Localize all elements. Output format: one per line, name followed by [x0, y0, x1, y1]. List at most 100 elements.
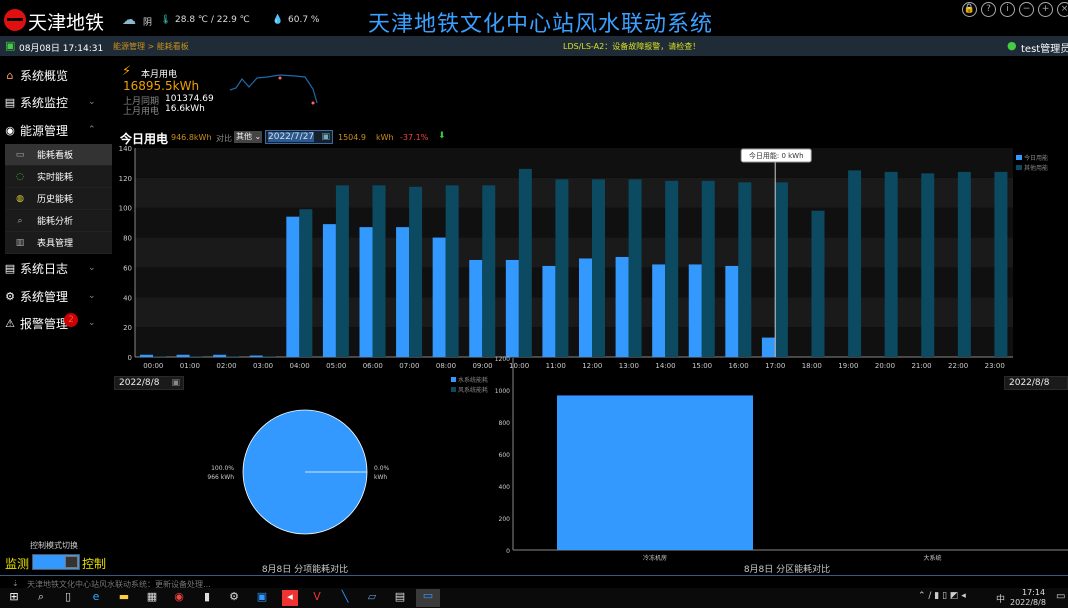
ime-indicator[interactable]: 中 — [996, 595, 1006, 605]
info-icon[interactable]: i — [1000, 2, 1015, 17]
bar-other — [372, 185, 386, 357]
sidebar-subitem-dashboard[interactable]: ▭ 能耗看板 — [5, 144, 112, 166]
file-explorer-icon[interactable]: ▬ — [118, 590, 130, 603]
x-tick-label: 10:00 — [509, 362, 529, 370]
active-app-icon[interactable]: ▭ — [416, 589, 440, 607]
notification-text[interactable]: 天津地铁文化中心站风水联动系统：更新设备处理... — [27, 580, 211, 589]
monitor-icon: ▤ — [4, 95, 16, 109]
legend-label: 水系统能耗 — [458, 376, 488, 384]
close-icon[interactable]: × — [1057, 2, 1068, 17]
x-tick-label: 00:00 — [143, 362, 163, 370]
sidebar-item-monitor[interactable]: ▤ 系统监控 ⌄ — [0, 91, 112, 113]
app-icon[interactable]: ▦ — [146, 590, 158, 603]
temperature-text: 28.8 ℃ / 22.9 ℃ — [175, 15, 250, 25]
x-tick-label: 07:00 — [399, 362, 419, 370]
minimize-icon[interactable]: − — [1019, 2, 1034, 17]
zone-bar-chart: 0 200 400 600 800 1000 1200 冷冻机房 大系统 8月8日 分区能耗对比 — [495, 356, 1068, 575]
bar-other — [884, 171, 898, 357]
sidebar-item-admin[interactable]: ⚙ 系统管理 ⌄ — [0, 285, 112, 307]
screen-icon: ▭ — [15, 149, 25, 160]
notification-center-icon[interactable]: ▭ — [1056, 591, 1066, 602]
chevron-down-icon: ⌄ — [88, 318, 96, 328]
y-tick-label: 40 — [123, 294, 132, 302]
brand-name: 天津地铁 — [28, 12, 105, 34]
compare-label: 对比 — [216, 134, 232, 143]
lock-icon[interactable]: 🔒 — [962, 2, 977, 17]
grid-band — [135, 297, 1013, 328]
metro-logo — [4, 9, 26, 31]
help-icon[interactable]: ? — [981, 2, 996, 17]
tooltip-text: 今日用能: 0 kWh — [749, 151, 804, 160]
bar-other — [701, 180, 715, 357]
bar-other — [994, 171, 1008, 357]
pie-label-pct: 100.0% — [211, 465, 234, 472]
y-tick-label: 600 — [499, 452, 511, 459]
toggle-knob[interactable] — [65, 556, 78, 568]
bar-other — [957, 171, 971, 357]
maximize-icon[interactable]: + — [1038, 2, 1053, 17]
thermometer-icon: 🌡 — [160, 15, 172, 25]
app-icon[interactable]: ◂ — [282, 590, 298, 606]
alarm-message[interactable]: LDS/LS-A2：设备故障报警，请检查！ — [563, 42, 701, 51]
home-icon: ⌂ — [6, 68, 14, 82]
x-tick-label: 19:00 — [838, 362, 858, 370]
ie-icon[interactable]: e — [92, 590, 100, 603]
app-icon[interactable]: ▤ — [394, 590, 406, 603]
user-name[interactable]: test管理员 — [1021, 44, 1068, 55]
chrome-icon[interactable]: ◉ — [174, 590, 184, 603]
app-icon[interactable]: V — [313, 590, 321, 603]
app-icon[interactable]: ▱ — [367, 590, 377, 603]
y-tick-label: 140 — [119, 145, 132, 153]
mode-switch-label: 控制模式切换 — [30, 541, 78, 550]
sidebar-item-logs[interactable]: ▤ 系统日志 ⌄ — [0, 257, 112, 279]
x-tick-label: 14:00 — [655, 362, 675, 370]
chevron-up-icon: ⌃ — [88, 125, 96, 135]
mode-toggle[interactable] — [32, 554, 80, 570]
sidebar-subitem-realtime[interactable]: ◌ 实时能耗 — [5, 166, 112, 188]
x-tick-label: 冷冻机房 — [643, 554, 667, 562]
y-tick-label: 800 — [499, 420, 511, 427]
search-icon[interactable]: ⌕ — [37, 590, 45, 603]
realtime-icon: ◌ — [16, 171, 24, 182]
clock-date[interactable]: 2022/8/8 — [1010, 598, 1046, 607]
app-icon[interactable]: ▮ — [203, 590, 211, 603]
compare-date-input[interactable]: 2022/7/27 ▣ — [265, 130, 333, 144]
subitem-label: 表具管理 — [37, 239, 74, 249]
sidebar-subitem-meters[interactable]: ▥ 表具管理 — [5, 232, 112, 254]
bar-today — [505, 259, 519, 357]
y-tick-label: 200 — [499, 516, 511, 523]
grid-band — [135, 148, 1013, 178]
month-label: 本月用电 — [141, 70, 178, 80]
clock-time[interactable]: 17:14 — [1022, 588, 1046, 597]
legend-label: 其他用能 — [1024, 164, 1048, 172]
sidebar-item-energy[interactable]: ◉ 能源管理 ⌃ — [0, 119, 112, 141]
bar-today — [542, 265, 556, 357]
grid-band — [135, 207, 1013, 238]
divider — [0, 575, 1068, 576]
pie-date-input[interactable]: 2022/8/8 ▣ — [114, 376, 184, 390]
task-view-icon[interactable]: ▯ — [64, 590, 72, 603]
sidebar-subitem-analysis[interactable]: ⌕ 能耗分析 — [5, 210, 112, 232]
sidebar-subitem-history[interactable]: ◍ 历史能耗 — [5, 188, 112, 210]
calendar-icon[interactable]: ▣ — [321, 132, 330, 142]
x-tick-label: 05:00 — [326, 362, 346, 370]
windows-start-icon[interactable]: ⊞ — [9, 590, 19, 603]
gear-icon[interactable]: ⚙ — [229, 590, 239, 603]
app-icon[interactable]: ▣ — [256, 590, 268, 603]
legend-label: 风系统能耗 — [458, 386, 488, 394]
breadcrumb[interactable]: 能源管理 > 能耗看板 — [113, 42, 189, 51]
compare-select[interactable]: 其他 ⌄ — [234, 131, 262, 143]
x-tick-label: 13:00 — [619, 362, 639, 370]
humidity-icon: 💧 — [272, 15, 284, 25]
sidebar-item-overview[interactable]: ⌂ 系统概览 — [0, 64, 112, 86]
sidebar-item-alarms[interactable]: ⚠ 报警管理 2 ⌄ — [0, 312, 112, 334]
pie-label-pct: 0.0% — [374, 465, 390, 472]
app-icon[interactable]: ╲ — [341, 590, 349, 603]
header: 天津地铁 ☁ 阴 🌡 28.8 ℃ / 22.9 ℃ 💧 60.7 % 天津地铁… — [0, 0, 1068, 37]
history-icon: ◍ — [16, 193, 24, 204]
y-tick-label: 1200 — [495, 356, 510, 363]
tray-icons[interactable]: ⌃ ∕ ▮ ▯ ◩ ◂ — [918, 591, 966, 601]
mode-monitor-label: 监测 — [5, 557, 30, 571]
bar-today — [359, 227, 373, 357]
